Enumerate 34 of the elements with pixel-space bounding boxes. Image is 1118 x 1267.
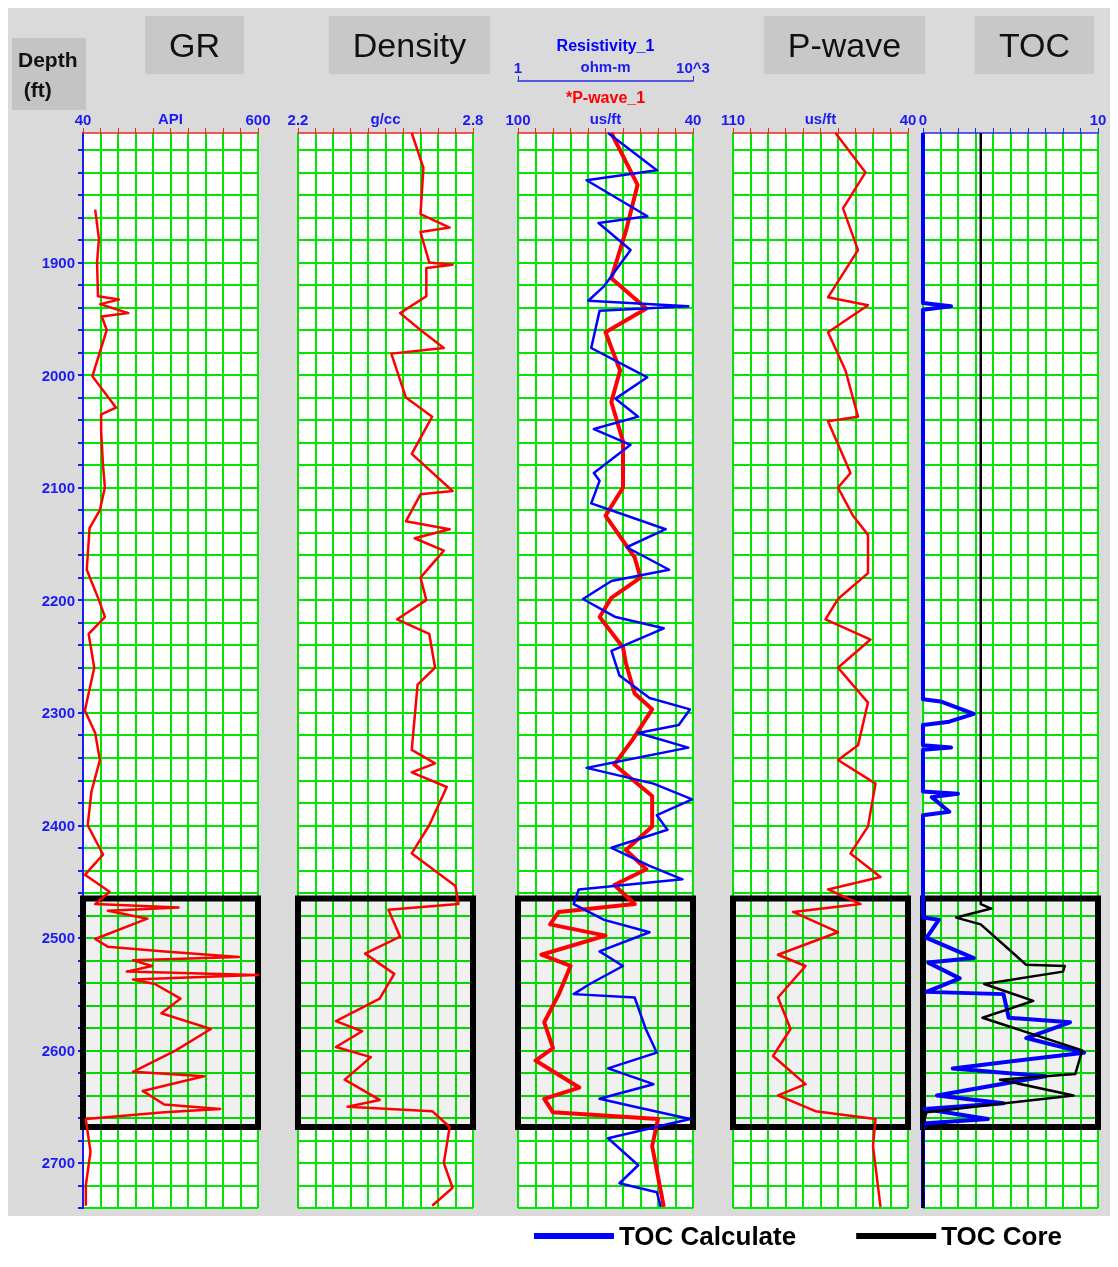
y-tick-label: 2300 <box>41 704 75 722</box>
y-tick-label: 2500 <box>41 929 75 947</box>
y-tick-label: 2000 <box>41 366 75 384</box>
x-tick-label: 40 <box>74 111 92 128</box>
chart-title: GR <box>169 26 220 64</box>
x2-axis-title: us/ft <box>589 109 622 127</box>
y-axis-title: Depth (ft) <box>18 47 78 101</box>
text: Resistivity_1 <box>556 36 655 54</box>
y-tick-label: 2700 <box>41 1154 75 1172</box>
x-axis-title: us/ft <box>804 109 837 127</box>
x-tick-label: 2.2 <box>287 111 309 128</box>
x-tick-label: 10 <box>1089 111 1107 128</box>
x-tick-label: 600 <box>245 111 271 128</box>
x-tick-label: 2.8 <box>462 111 484 128</box>
y-tick-label: 2600 <box>41 1041 75 1059</box>
x-tick-label: 110 <box>720 111 746 128</box>
text: *P-wave_1 <box>565 88 646 106</box>
x-axis-title: ohm-m <box>580 57 631 75</box>
x-axis-title: g/cc <box>370 109 401 127</box>
y-tick-label: 2100 <box>41 479 75 497</box>
x2-tick-label: 100 <box>505 111 531 128</box>
x-tick-label: 1 <box>513 59 523 76</box>
x-tick-label: 10^3 <box>676 59 710 76</box>
y-tick-label: 2400 <box>41 816 75 834</box>
chart-title: P-wave <box>787 26 902 64</box>
y-tick-label: 2200 <box>41 591 75 609</box>
legend-label: TOC Calculate <box>618 1221 797 1251</box>
chart-title: Density <box>352 26 467 64</box>
x-axis-title: API <box>157 109 184 127</box>
x-tick-label: 40 <box>899 111 917 128</box>
chart-title: TOC <box>998 26 1071 64</box>
legend-label: TOC Core <box>941 1221 1063 1251</box>
y-tick-label: 1900 <box>41 253 75 271</box>
x-tick-label: 0 <box>918 111 928 128</box>
